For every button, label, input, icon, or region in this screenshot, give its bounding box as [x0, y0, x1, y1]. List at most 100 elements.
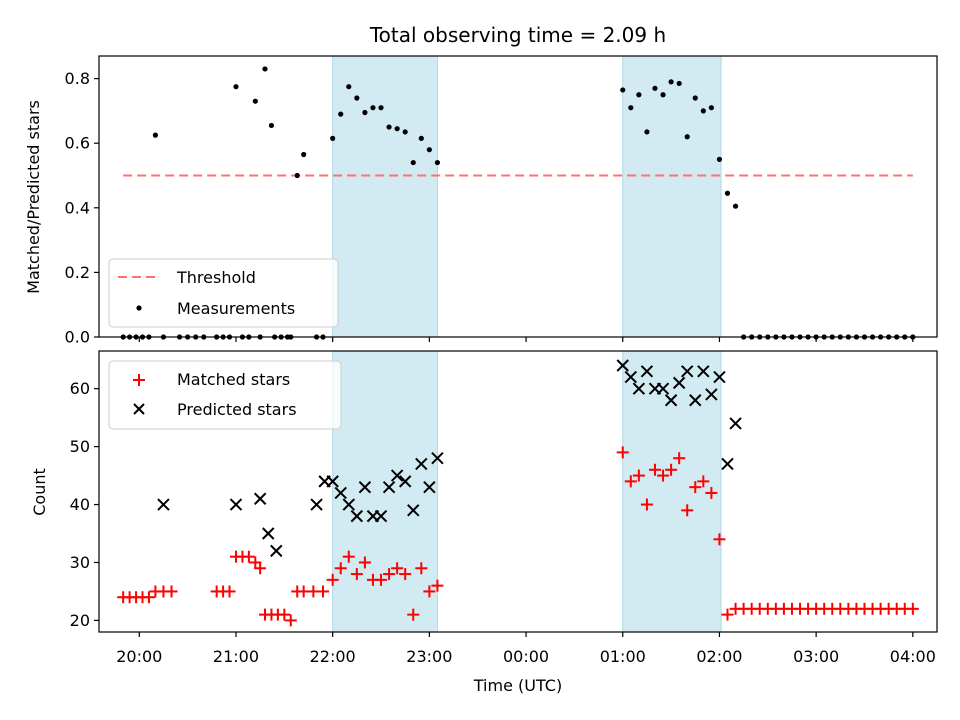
measurement-point	[732, 203, 739, 209]
measurement-point	[684, 134, 690, 140]
measurement-point	[354, 95, 360, 101]
bottom-panel: 20:00 21:00 22:00 23:00 00:00 01:00 02:00 03:00…	[30, 350, 938, 695]
measurement-point	[394, 126, 400, 132]
x-tick-label: 23:00	[406, 647, 452, 666]
predicted-point	[616, 359, 629, 372]
matched-point	[415, 562, 428, 575]
matched-point	[697, 475, 710, 488]
shaded-interval	[332, 55, 438, 338]
measurement-point	[268, 122, 275, 129]
y-tick-label: 40	[70, 495, 90, 514]
predicted-point	[689, 394, 702, 407]
top-panel: 0.00.20.40.60.8 Matched/Predicted stars …	[24, 55, 938, 347]
matched-point	[284, 614, 297, 627]
legend-threshold-label: Threshold	[176, 268, 256, 287]
predicted-point-b	[350, 509, 364, 523]
predicted-point	[390, 469, 404, 482]
predicted-point-b	[382, 480, 396, 494]
matched-point	[721, 608, 734, 621]
measurement-point	[370, 105, 376, 111]
matched-point	[254, 562, 267, 575]
top-y-ticks: 0.0 0.2 0.4 0.6 0.8	[65, 69, 99, 347]
predicted-point-b	[415, 457, 428, 471]
predicted-point-b	[358, 480, 372, 494]
x-tick-label: 01:00	[600, 647, 646, 666]
matched-point	[713, 533, 726, 546]
predicted-point-b	[262, 527, 275, 540]
measurement-point	[620, 87, 626, 93]
measurement-point	[668, 79, 674, 85]
legend-measurements-label: Measurements	[177, 299, 295, 318]
predicted-point	[342, 498, 355, 511]
matched-point	[423, 585, 436, 598]
y-tick-label: 0.4	[65, 198, 90, 217]
predicted-point	[310, 498, 323, 511]
x-tick-label: 04:00	[890, 647, 936, 666]
measurement-point	[294, 172, 300, 179]
legend-matched-label: Matched stars	[177, 370, 290, 389]
predicted-point-b	[334, 486, 347, 500]
matched-point	[906, 602, 919, 615]
predicted-point-b	[431, 451, 444, 465]
measurement-point	[410, 159, 416, 166]
measurement-point	[708, 105, 714, 111]
predicted-point-b	[157, 498, 170, 511]
measurement-point	[233, 84, 239, 90]
predicted-point-b	[423, 480, 436, 494]
matched-point	[317, 585, 330, 598]
x-axis-label: Time (UTC)	[473, 676, 562, 695]
x-tick-label: 02:00	[696, 647, 742, 666]
predicted-point-b	[640, 365, 654, 378]
y-tick-label: 0.6	[65, 134, 90, 153]
measurement-point	[301, 151, 307, 158]
top-shaded-intervals	[332, 55, 722, 338]
predicted-point-b	[310, 498, 323, 511]
x-tick-label: 22:00	[310, 647, 356, 666]
predicted-point	[721, 457, 734, 471]
predicted-point-b	[398, 475, 412, 488]
top-x-ticks	[138, 337, 914, 342]
measurement-point	[426, 147, 432, 153]
predicted-point	[705, 388, 718, 401]
measurement-point	[386, 124, 392, 130]
y-tick-label: 20	[70, 611, 90, 630]
bottom-y-ticks: 20 30 40 50 60	[70, 379, 99, 630]
matched-point	[648, 463, 661, 476]
x-tick-label: 20:00	[116, 647, 162, 666]
matched-point	[375, 573, 388, 586]
top-plot-frame	[98, 55, 938, 338]
predicted-point	[431, 451, 444, 465]
legend-predicted-swatch	[133, 403, 145, 415]
measurement-point	[676, 80, 682, 87]
predicted-point-b	[721, 457, 734, 471]
measurement-point	[628, 105, 634, 111]
measurement-point	[338, 111, 344, 117]
predicted-point	[672, 376, 686, 390]
predicted-point	[640, 365, 654, 378]
measurement-point	[152, 132, 159, 138]
legend-matched-swatch	[133, 374, 145, 386]
matched-point	[431, 579, 444, 592]
predicted-point	[664, 394, 678, 407]
measurement-point	[346, 84, 352, 90]
y-tick-label: 60	[70, 379, 90, 398]
measurement-point	[660, 92, 666, 98]
matched-point	[705, 486, 718, 499]
predicted-point	[229, 498, 243, 511]
matched-point	[657, 469, 670, 482]
predicted-point-b	[729, 417, 742, 430]
predicted-point-b	[713, 370, 726, 384]
shaded-interval	[622, 55, 722, 338]
predicted-point-b	[229, 498, 243, 511]
matched-point	[632, 469, 645, 482]
predicted-point	[415, 457, 428, 471]
measurement-point	[262, 66, 268, 72]
predicted-point	[423, 480, 436, 494]
legend-predicted-label: Predicted stars	[177, 400, 297, 419]
matched-point	[391, 562, 404, 575]
measurement-point	[644, 129, 650, 135]
predicted-point	[632, 382, 646, 395]
predicted-point-b	[681, 365, 694, 378]
predicted-point	[334, 486, 347, 500]
bottom-legend-box	[108, 360, 342, 430]
